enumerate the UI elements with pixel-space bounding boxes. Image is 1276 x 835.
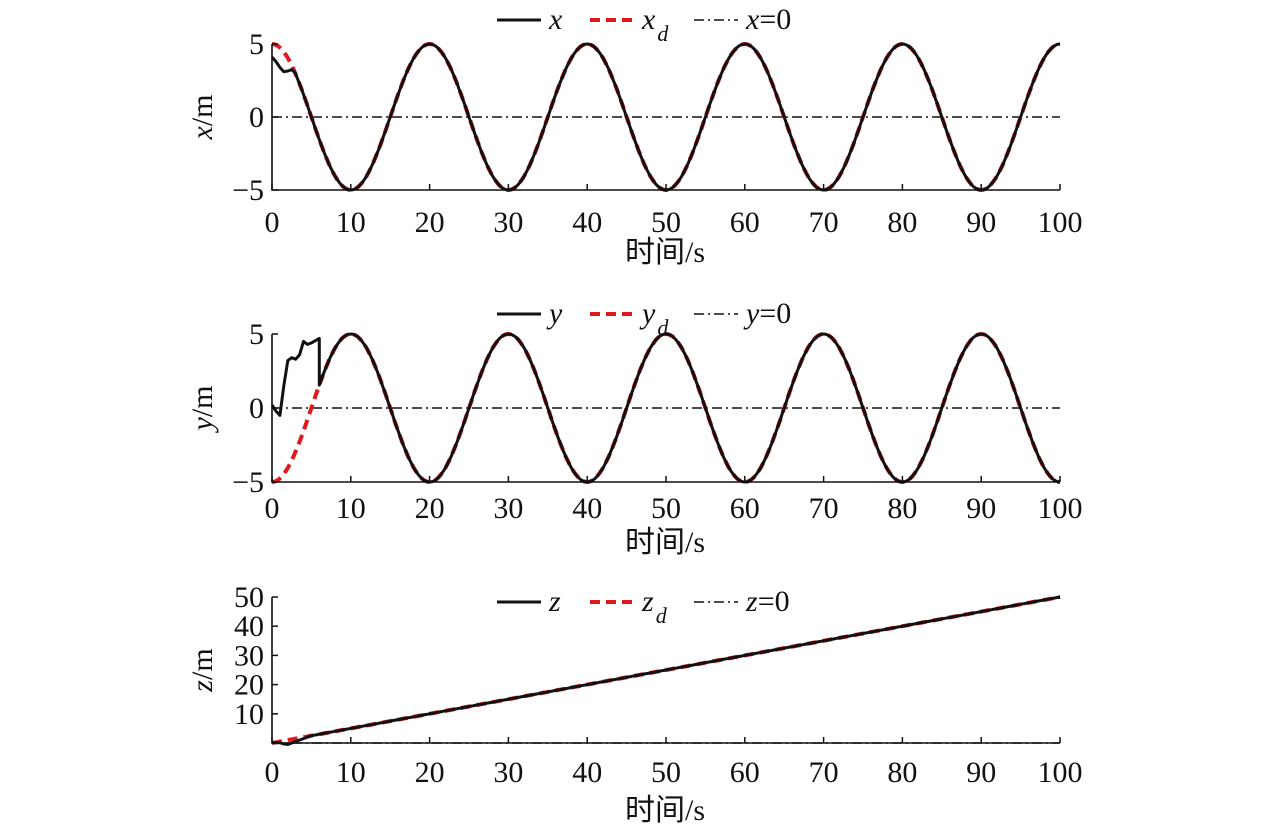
y-tick-label: 50 xyxy=(234,581,264,614)
y-axis-title: y/m xyxy=(186,386,219,434)
y-axis-title: z/m xyxy=(186,648,219,692)
x-tick-label: 60 xyxy=(730,756,760,789)
x-tick-label: 60 xyxy=(730,206,760,239)
x-tick-label: 20 xyxy=(415,492,445,525)
y-tick-label: −5 xyxy=(232,466,264,499)
legend-label: x=0 xyxy=(745,3,791,36)
y-tick-label: 5 xyxy=(249,318,264,351)
x-tick-label: 50 xyxy=(651,492,681,525)
x-axis-title: 时间/s xyxy=(625,794,705,827)
legend: y yd y=0 xyxy=(497,297,791,340)
y-tick-label: −5 xyxy=(232,174,264,207)
x-tick-label: 80 xyxy=(887,756,917,789)
y-tick-label: 0 xyxy=(249,101,264,134)
series-line-y xyxy=(270,332,1061,484)
y-tick-label: 10 xyxy=(234,698,264,731)
legend-label: y=0 xyxy=(743,297,791,330)
x-tick-label: 80 xyxy=(887,206,917,239)
x-tick-label: 30 xyxy=(493,492,523,525)
x-tick-label: 10 xyxy=(336,756,366,789)
x-tick-label: 10 xyxy=(336,206,366,239)
x-tick-label: 30 xyxy=(493,206,523,239)
x-tick-label: 40 xyxy=(572,756,602,789)
x-axis-title: 时间/s xyxy=(625,526,705,559)
x-tick-label: 0 xyxy=(265,756,280,789)
x-tick-label: 70 xyxy=(809,756,839,789)
x-tick-label: 40 xyxy=(572,206,602,239)
legend-label: yd xyxy=(639,297,669,340)
x-tick-label: 90 xyxy=(966,492,996,525)
x-tick-label: 80 xyxy=(887,492,917,525)
y-axis-title: x/m xyxy=(186,95,219,141)
legend: z zd z=0 xyxy=(497,585,790,628)
y-tick-label: 20 xyxy=(234,669,264,702)
x-tick-label: 100 xyxy=(1038,756,1083,789)
x-tick-label: 70 xyxy=(809,492,839,525)
y-tick-label: 40 xyxy=(234,610,264,643)
legend-label: y xyxy=(546,297,563,330)
series-line-z xyxy=(272,595,1061,746)
legend-label: z xyxy=(548,585,561,618)
x-tick-label: 40 xyxy=(572,492,602,525)
x-tick-label: 70 xyxy=(809,206,839,239)
series-line-x xyxy=(270,42,1061,192)
y-tick-label: 5 xyxy=(249,28,264,61)
x-tick-label: 0 xyxy=(265,492,280,525)
x-tick-label: 20 xyxy=(415,756,445,789)
legend-label: zd xyxy=(641,585,668,628)
x-tick-label: 100 xyxy=(1038,492,1083,525)
legend: x xd x=0 xyxy=(497,3,791,46)
legend-label: xd xyxy=(641,3,669,46)
legend-label: z=0 xyxy=(745,585,790,618)
x-tick-label: 50 xyxy=(651,206,681,239)
x-tick-label: 90 xyxy=(966,756,996,789)
y-tick-label: 0 xyxy=(249,392,264,425)
x-tick-label: 50 xyxy=(651,756,681,789)
x-tick-label: 20 xyxy=(415,206,445,239)
x-axis-title: 时间/s xyxy=(625,236,705,269)
legend-label: x xyxy=(548,3,563,36)
x-tick-label: 90 xyxy=(966,206,996,239)
x-tick-label: 100 xyxy=(1038,206,1083,239)
x-tick-label: 30 xyxy=(493,756,523,789)
x-tick-label: 0 xyxy=(265,206,280,239)
x-tick-label: 60 xyxy=(730,492,760,525)
x-tick-label: 10 xyxy=(336,492,366,525)
y-tick-label: 30 xyxy=(234,639,264,672)
panel-z: 0 10 20 30 40 50 60 70 80 90 1001020304050时间/sz/mz… xyxy=(186,581,1083,827)
